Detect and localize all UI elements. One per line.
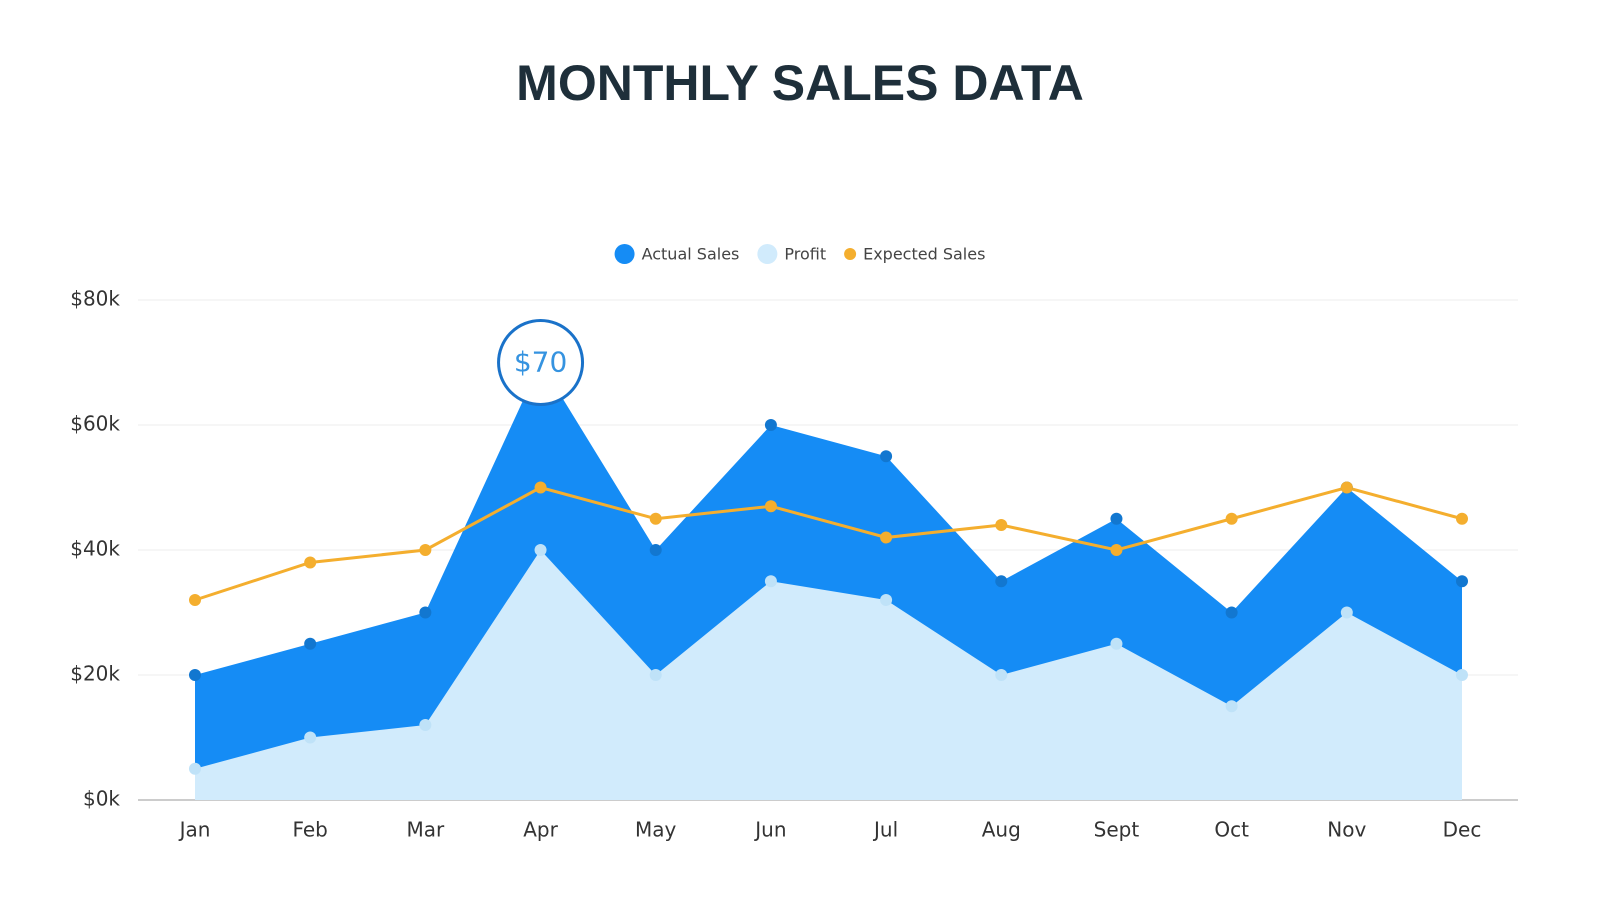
x-tick-label: Jun xyxy=(753,818,786,842)
data-point xyxy=(189,594,201,606)
legend-label: Expected Sales xyxy=(863,245,985,264)
data-point xyxy=(649,544,662,556)
data-point xyxy=(419,719,432,731)
data-point xyxy=(764,575,777,588)
data-point xyxy=(534,481,547,494)
data-point xyxy=(764,500,777,513)
x-tick-label: Apr xyxy=(523,818,558,842)
legend: Actual Sales Profit Expected Sales xyxy=(614,244,985,264)
data-point xyxy=(419,544,432,556)
y-tick-label: $80k xyxy=(70,287,120,311)
data-point xyxy=(189,762,201,775)
x-tick-label: Sept xyxy=(1094,818,1140,842)
data-point xyxy=(1110,637,1123,650)
data-point xyxy=(1110,512,1123,525)
x-tick-label: Feb xyxy=(292,818,327,842)
data-point xyxy=(880,594,893,606)
data-point xyxy=(189,669,201,681)
x-tick-label: Aug xyxy=(982,818,1021,842)
data-point xyxy=(995,519,1008,531)
data-point xyxy=(1456,669,1468,681)
data-point xyxy=(995,669,1008,681)
data-point xyxy=(1110,544,1123,556)
data-point xyxy=(304,731,317,744)
x-tick-label: May xyxy=(635,818,677,842)
data-point xyxy=(419,606,432,619)
data-point xyxy=(880,531,893,544)
legend-label: Actual Sales xyxy=(642,245,740,264)
x-tick-label: Jan xyxy=(178,818,211,842)
annotation-circle xyxy=(497,319,585,406)
data-point xyxy=(1340,606,1353,619)
data-point xyxy=(1225,700,1238,713)
data-point xyxy=(1456,575,1468,588)
y-tick-label: $0k xyxy=(83,787,120,811)
legend-label: Profit xyxy=(784,245,826,264)
data-point xyxy=(995,575,1008,588)
y-tick-label: $20k xyxy=(70,662,120,686)
x-tick-label: Mar xyxy=(406,818,445,842)
data-point xyxy=(880,450,893,463)
data-point xyxy=(1456,512,1468,525)
x-tick-label: Nov xyxy=(1327,818,1366,842)
y-tick-label: $40k xyxy=(70,537,120,561)
chart-title: MONTHLY SALES DATA xyxy=(516,55,1084,111)
legend-swatch xyxy=(844,248,857,260)
x-tick-label: Oct xyxy=(1214,818,1249,842)
data-point xyxy=(1225,606,1238,619)
data-point xyxy=(534,544,547,556)
data-point xyxy=(1340,481,1353,494)
line xyxy=(194,485,1463,602)
data-point xyxy=(649,669,662,681)
data-point xyxy=(304,556,317,569)
legend-swatch xyxy=(757,244,778,264)
data-point xyxy=(764,419,777,431)
data-point xyxy=(649,512,662,525)
area xyxy=(195,550,1462,800)
data-point xyxy=(304,637,317,650)
data-label: $70 xyxy=(514,346,567,379)
x-tick-label: Dec xyxy=(1443,818,1482,842)
data-point xyxy=(1225,512,1238,525)
x-tick-label: Jul xyxy=(872,818,898,842)
y-tick-label: $60k xyxy=(70,412,120,436)
legend-swatch xyxy=(614,244,635,264)
